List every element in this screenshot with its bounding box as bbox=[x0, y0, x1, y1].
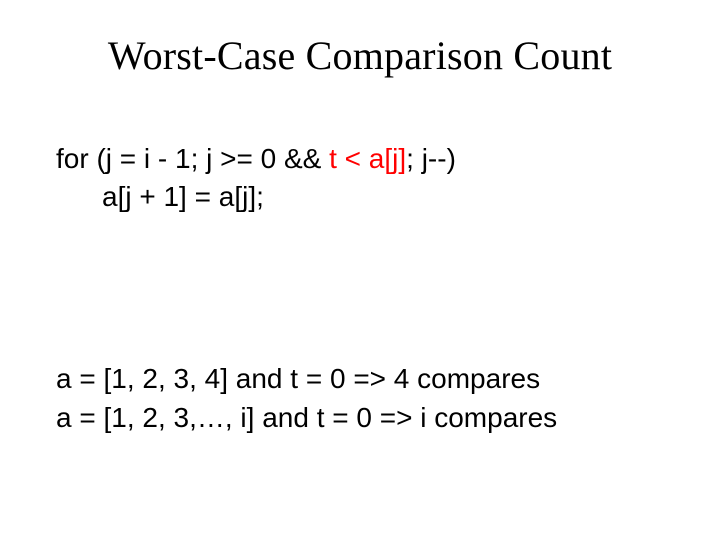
code-line-1: for (j = i - 1; j >= 0 && t < a[j]; j--) bbox=[56, 140, 680, 178]
examples-block: a = [1, 2, 3, 4] and t = 0 => 4 compares… bbox=[56, 360, 680, 437]
code-block: for (j = i - 1; j >= 0 && t < a[j]; j--)… bbox=[56, 140, 680, 216]
code-line-1-highlight: t < a[j] bbox=[329, 143, 406, 174]
slide: Worst-Case Comparison Count for (j = i -… bbox=[0, 0, 720, 540]
slide-title: Worst-Case Comparison Count bbox=[0, 32, 720, 79]
code-line-1-post: ; j--) bbox=[406, 143, 456, 174]
example-line-1: a = [1, 2, 3, 4] and t = 0 => 4 compares bbox=[56, 360, 680, 399]
code-line-1-pre: for (j = i - 1; j >= 0 && bbox=[56, 143, 329, 174]
example-line-2: a = [1, 2, 3,…, i] and t = 0 => i compar… bbox=[56, 399, 680, 438]
code-line-2: a[j + 1] = a[j]; bbox=[56, 178, 680, 216]
